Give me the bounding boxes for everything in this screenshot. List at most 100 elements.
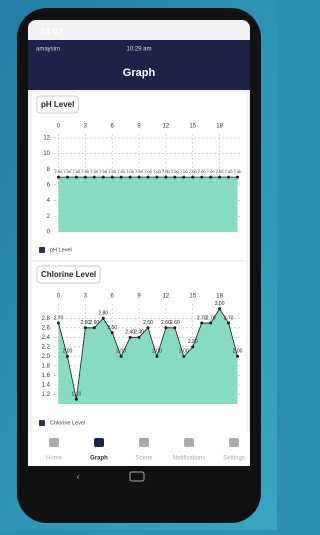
point [84,176,87,179]
value-label: 7.00 [171,169,180,174]
value-label: 1.10 [72,392,82,398]
point [236,176,239,179]
point [182,355,185,358]
area [58,177,237,232]
point [93,176,96,179]
nav-icon[interactable] [49,438,59,447]
value-label: 7.00 [81,169,90,174]
value-label: 2.00 [116,349,126,355]
value-label: 7.00 [153,169,162,174]
point [164,326,167,329]
value-label: 7.00 [144,169,153,174]
legend-swatch [39,420,45,426]
point [57,322,60,325]
value-label: 7.00 [162,169,171,174]
value-label: 2.70 [224,315,234,321]
point [84,326,87,329]
nav-label: Graph [90,456,108,462]
clock: 10:29 am [126,47,151,53]
point [236,355,239,358]
carrier: amaysim [36,47,60,53]
chart-title: pH Level [41,100,74,109]
y-tick-label: 12 [43,135,50,141]
y-tick-label: 10 [43,151,50,157]
value-label: 7.00 [135,169,144,174]
point [93,326,96,329]
value-label: 2.70 [206,315,216,321]
device-time: 14:07 [40,26,63,36]
value-label: 7.00 [198,169,207,174]
point [191,176,194,179]
point [138,176,141,179]
y-tick-label: 1.6 [42,373,51,379]
y-tick-label: 2.8 [42,316,51,322]
point [218,307,221,310]
nav-label: Notifications [173,456,206,462]
point [66,176,69,179]
y-tick-label: 2.6 [42,325,51,331]
point [129,336,132,339]
value-label: 2.00 [63,349,73,355]
nav-icon[interactable] [94,438,104,447]
legend-swatch [39,247,45,253]
nav-icon[interactable] [229,438,239,447]
nav-icon[interactable] [184,438,194,447]
point [66,355,69,358]
value-label: 2.20 [188,339,198,345]
value-label: 7.00 [180,169,189,174]
value-label: 2.40 [134,330,144,336]
point [120,176,123,179]
point [164,176,167,179]
value-label: 7.00 [126,169,135,174]
x-tick-label: 12 [163,294,170,300]
x-tick-label: 18 [216,294,223,300]
value-label: 2.50 [107,325,117,331]
value-label: 7.00 [207,169,216,174]
point [147,176,150,179]
nav-label: Scene [135,456,153,462]
y-tick-label: 2.0 [42,354,51,360]
back-button[interactable]: ‹ [77,471,80,481]
point [155,355,158,358]
point [191,345,194,348]
value-label: 7.00 [90,169,99,174]
value-label: 7.00 [189,169,198,174]
point [209,322,212,325]
value-label: 2.60 [143,320,153,326]
value-label: 7.00 [234,169,243,174]
point [111,331,114,334]
value-label: 3.00 [215,301,225,307]
point [147,326,150,329]
x-tick-label: 15 [189,294,196,300]
point [111,176,114,179]
value-label: 2.60 [89,320,99,326]
point [218,176,221,179]
page-title: Graph [123,67,156,79]
value-label: 2.00 [233,349,243,355]
value-label: 7.00 [108,169,117,174]
value-label: 7.00 [64,169,73,174]
value-label: 2.70 [54,315,64,321]
y-tick-label: 2.4 [42,335,51,341]
point [227,322,230,325]
system-bar [28,466,250,490]
value-label: 2.60 [170,320,180,326]
value-label: 7.00 [99,169,108,174]
y-tick-label: 2.2 [42,344,51,350]
nav-label: Home [46,456,63,462]
y-tick-label: 1.2 [42,392,51,398]
point [200,322,203,325]
nav-icon[interactable] [139,438,149,447]
value-label: 7.00 [117,169,126,174]
value-label: 2.00 [179,349,189,355]
value-label: 2.80 [98,311,108,317]
screenshot: 14:07 amaysim 10:29 am Graph ‹ pH Level0… [0,0,277,530]
point [182,176,185,179]
point [138,336,141,339]
x-tick-label: 12 [163,124,170,130]
point [173,326,176,329]
value-label: 7.00 [225,169,234,174]
point [129,176,132,179]
point [200,176,203,179]
